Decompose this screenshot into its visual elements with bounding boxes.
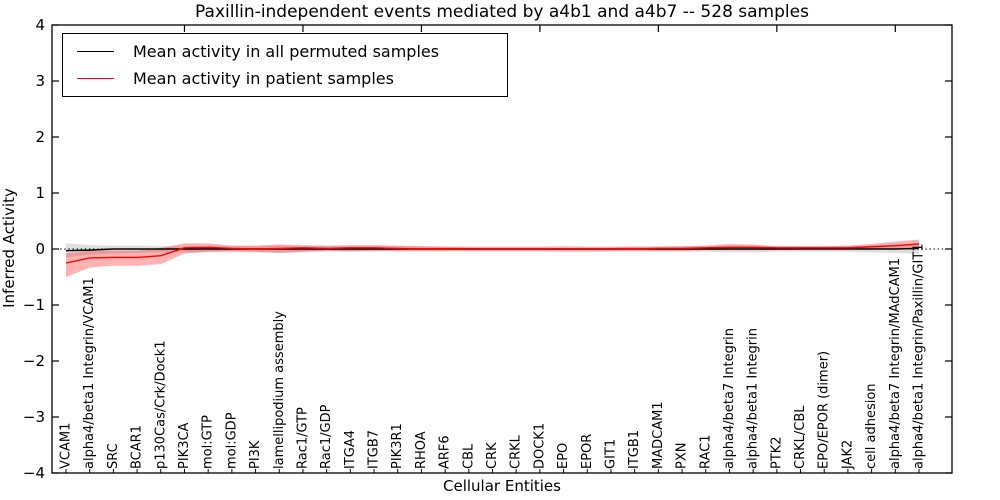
x-tick-label: Rac1/GDP bbox=[319, 404, 334, 469]
y-tick-label: 2 bbox=[35, 128, 45, 146]
x-tick-label: VCAM1 bbox=[59, 423, 74, 469]
x-tick-label: PI3K bbox=[248, 440, 263, 469]
y-tick-label: −2 bbox=[23, 352, 45, 370]
x-tick-label: PIK3R1 bbox=[390, 423, 405, 469]
patient-mean-line bbox=[65, 243, 920, 264]
x-tick-label: CRKL bbox=[509, 434, 524, 469]
x-tick-label: SRC bbox=[106, 443, 121, 469]
x-tick-label: CRK bbox=[485, 442, 500, 469]
x-tick-label: ITGA4 bbox=[343, 430, 358, 469]
x-tick-label: EPOR bbox=[580, 434, 595, 469]
x-tick-label: JAK2 bbox=[840, 440, 855, 470]
x-tick-label: PXN bbox=[675, 443, 690, 469]
legend-item-patient: Mean activity in patient samples bbox=[77, 66, 507, 92]
y-tick-label: −3 bbox=[23, 408, 45, 426]
x-tick-label: GIT1 bbox=[603, 439, 618, 469]
chart-title: Paxillin-independent events mediated by … bbox=[195, 2, 809, 22]
x-tick-label: RHOA bbox=[414, 431, 429, 469]
y-tick-label: −4 bbox=[23, 464, 45, 482]
x-tick-label: CRKL/CBL bbox=[793, 405, 808, 469]
permuted-line-sample-icon bbox=[77, 51, 114, 52]
x-tick-label: ITGB7 bbox=[367, 430, 382, 469]
x-tick-label: CBL bbox=[461, 443, 476, 469]
x-tick-label: RAC1 bbox=[698, 434, 713, 469]
x-tick-label: mol:GDP bbox=[224, 412, 239, 469]
x-tick-label: MADCAM1 bbox=[651, 401, 666, 469]
y-tick-label: 1 bbox=[35, 184, 45, 202]
x-tick-label: ARF6 bbox=[438, 435, 453, 469]
legend-item-permuted: Mean activity in all permuted samples bbox=[77, 39, 507, 65]
patient-band bbox=[66, 239, 919, 277]
x-tick-label: EPO bbox=[556, 443, 571, 469]
x-tick-label: alpha4/beta1 Integrin/Paxillin/GIT1 bbox=[912, 243, 927, 469]
permuted-band bbox=[66, 243, 919, 258]
x-tick-label: cell adhesion bbox=[864, 383, 879, 469]
y-tick-label: −1 bbox=[23, 296, 45, 314]
x-tick-label: Rac1/GTP bbox=[295, 407, 310, 469]
x-axis-label: Cellular Entities bbox=[443, 477, 561, 495]
patient-line-sample-icon bbox=[77, 78, 114, 79]
y-tick-label: 3 bbox=[35, 72, 45, 90]
x-tick-label: p130Cas/Crk/Dock1 bbox=[153, 340, 168, 469]
legend-label-permuted: Mean activity in all permuted samples bbox=[133, 42, 440, 61]
x-tick-label: alpha4/beta1 Integrin bbox=[746, 328, 761, 469]
y-tick-label: 0 bbox=[35, 240, 45, 258]
legend: Mean activity in all permuted samples Me… bbox=[62, 33, 508, 97]
x-tick-label: EPO/EPOR (dimer) bbox=[817, 351, 832, 469]
x-tick-label: mol:GTP bbox=[201, 415, 216, 469]
x-tick-label: ITGB1 bbox=[627, 430, 642, 469]
x-tick-label: DOCK1 bbox=[532, 423, 547, 469]
x-tick-label: alpha4/beta7 Integrin/MAdCAM1 bbox=[888, 258, 903, 469]
x-tick-label: lamellipodium assembly bbox=[272, 311, 287, 469]
x-tick-label: PTK2 bbox=[769, 436, 784, 469]
x-tick-label: BCAR1 bbox=[130, 425, 145, 469]
x-tick-label: alpha4/beta1 Integrin/VCAM1 bbox=[82, 277, 97, 469]
x-tick-label: alpha4/beta7 Integrin bbox=[722, 328, 737, 469]
y-tick-label: 4 bbox=[35, 16, 45, 34]
legend-label-patient: Mean activity in patient samples bbox=[133, 69, 394, 88]
x-tick-label: PIK3CA bbox=[177, 422, 192, 469]
